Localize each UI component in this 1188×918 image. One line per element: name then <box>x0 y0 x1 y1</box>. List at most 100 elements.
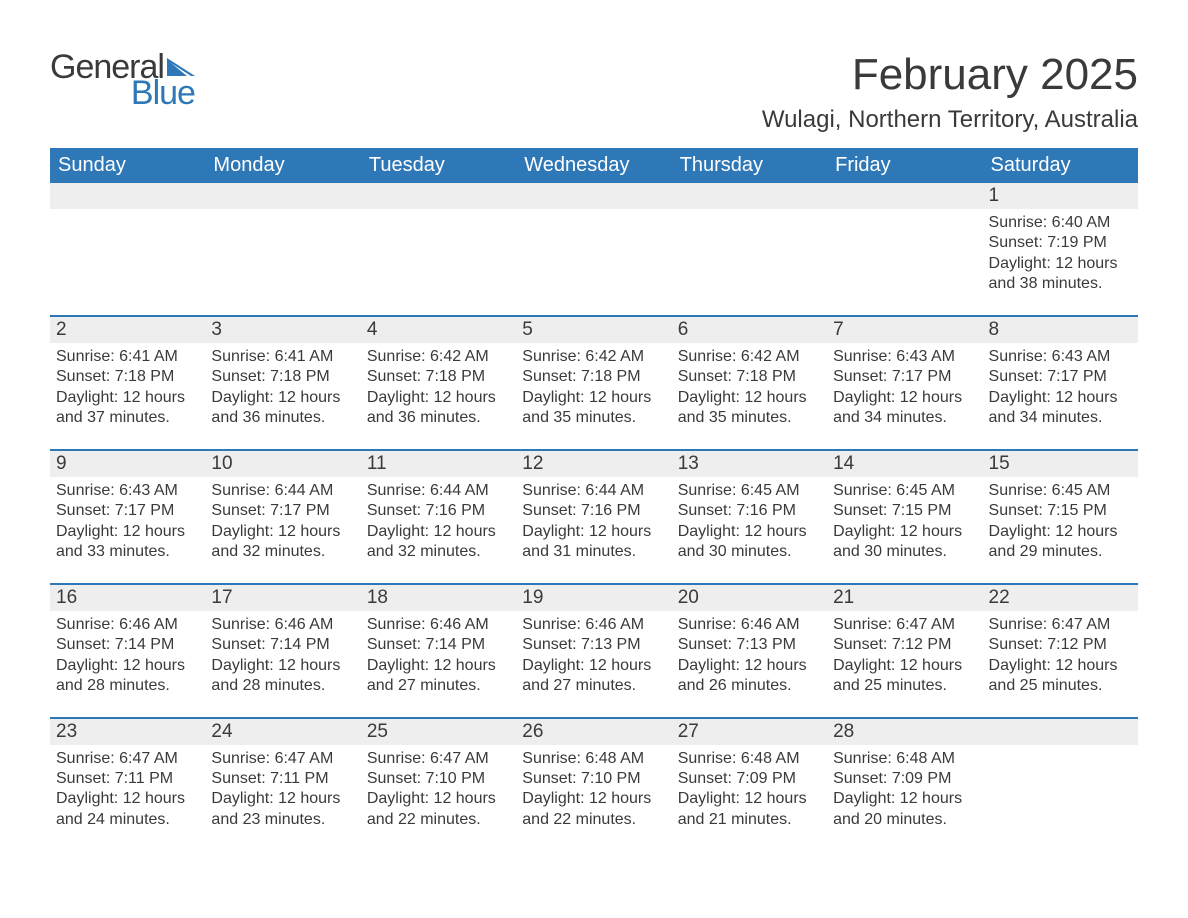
day-cell: 28Sunrise: 6:48 AMSunset: 7:09 PMDayligh… <box>827 719 982 833</box>
day-cell-empty <box>361 183 516 297</box>
daylight-line: Daylight: 12 hours and 32 minutes. <box>211 522 354 563</box>
daylight-line: Daylight: 12 hours and 21 minutes. <box>678 789 821 830</box>
daylight-line: Daylight: 12 hours and 32 minutes. <box>367 522 510 563</box>
day-cell-empty <box>827 183 982 297</box>
day-cell: 12Sunrise: 6:44 AMSunset: 7:16 PMDayligh… <box>516 451 671 565</box>
sunrise-line: Sunrise: 6:43 AM <box>833 347 976 367</box>
sunset-line: Sunset: 7:17 PM <box>989 367 1132 387</box>
sunset-line: Sunset: 7:13 PM <box>522 635 665 655</box>
week-row: 1Sunrise: 6:40 AMSunset: 7:19 PMDaylight… <box>50 183 1138 297</box>
day-number <box>827 183 982 209</box>
title-block: February 2025 Wulagi, Northern Territory… <box>762 50 1138 134</box>
sunrise-line: Sunrise: 6:42 AM <box>678 347 821 367</box>
day-number: 25 <box>361 719 516 745</box>
day-cell: 14Sunrise: 6:45 AMSunset: 7:15 PMDayligh… <box>827 451 982 565</box>
day-number <box>516 183 671 209</box>
day-cell: 15Sunrise: 6:45 AMSunset: 7:15 PMDayligh… <box>983 451 1138 565</box>
day-body: Sunrise: 6:45 AMSunset: 7:15 PMDaylight:… <box>827 477 982 565</box>
weeks-container: 1Sunrise: 6:40 AMSunset: 7:19 PMDaylight… <box>50 183 1138 832</box>
daylight-line: Daylight: 12 hours and 30 minutes. <box>833 522 976 563</box>
sunset-line: Sunset: 7:10 PM <box>522 769 665 789</box>
day-body: Sunrise: 6:43 AMSunset: 7:17 PMDaylight:… <box>827 343 982 431</box>
brand-word-blue: Blue <box>131 76 195 110</box>
day-number <box>205 183 360 209</box>
daylight-line: Daylight: 12 hours and 35 minutes. <box>522 388 665 429</box>
daylight-line: Daylight: 12 hours and 37 minutes. <box>56 388 199 429</box>
daylight-line: Daylight: 12 hours and 30 minutes. <box>678 522 821 563</box>
week-row: 9Sunrise: 6:43 AMSunset: 7:17 PMDaylight… <box>50 449 1138 565</box>
sunrise-line: Sunrise: 6:47 AM <box>989 615 1132 635</box>
day-body: Sunrise: 6:47 AMSunset: 7:11 PMDaylight:… <box>205 745 360 833</box>
sunrise-line: Sunrise: 6:48 AM <box>678 749 821 769</box>
daylight-line: Daylight: 12 hours and 34 minutes. <box>989 388 1132 429</box>
day-number: 22 <box>983 585 1138 611</box>
sunset-line: Sunset: 7:16 PM <box>522 501 665 521</box>
header-row: General Blue February 2025 Wulagi, North… <box>50 50 1138 134</box>
daylight-line: Daylight: 12 hours and 31 minutes. <box>522 522 665 563</box>
sunset-line: Sunset: 7:17 PM <box>56 501 199 521</box>
sunset-line: Sunset: 7:14 PM <box>367 635 510 655</box>
daylight-line: Daylight: 12 hours and 26 minutes. <box>678 656 821 697</box>
location-text: Wulagi, Northern Territory, Australia <box>762 106 1138 134</box>
sunrise-line: Sunrise: 6:46 AM <box>367 615 510 635</box>
sunrise-line: Sunrise: 6:41 AM <box>56 347 199 367</box>
sunset-line: Sunset: 7:15 PM <box>989 501 1132 521</box>
sunset-line: Sunset: 7:18 PM <box>367 367 510 387</box>
sunrise-line: Sunrise: 6:46 AM <box>56 615 199 635</box>
day-number: 4 <box>361 317 516 343</box>
day-cell: 16Sunrise: 6:46 AMSunset: 7:14 PMDayligh… <box>50 585 205 699</box>
day-number <box>983 719 1138 745</box>
daylight-line: Daylight: 12 hours and 36 minutes. <box>211 388 354 429</box>
day-number <box>672 183 827 209</box>
sunset-line: Sunset: 7:19 PM <box>989 233 1132 253</box>
day-number: 15 <box>983 451 1138 477</box>
day-number: 17 <box>205 585 360 611</box>
week-row: 2Sunrise: 6:41 AMSunset: 7:18 PMDaylight… <box>50 315 1138 431</box>
daylight-line: Daylight: 12 hours and 33 minutes. <box>56 522 199 563</box>
day-body: Sunrise: 6:47 AMSunset: 7:11 PMDaylight:… <box>50 745 205 833</box>
daylight-line: Daylight: 12 hours and 28 minutes. <box>211 656 354 697</box>
day-cell: 11Sunrise: 6:44 AMSunset: 7:16 PMDayligh… <box>361 451 516 565</box>
day-number: 10 <box>205 451 360 477</box>
weekday-header: Wednesday <box>516 148 671 183</box>
day-number: 23 <box>50 719 205 745</box>
daylight-line: Daylight: 12 hours and 22 minutes. <box>367 789 510 830</box>
sunset-line: Sunset: 7:16 PM <box>367 501 510 521</box>
weekday-header: Thursday <box>672 148 827 183</box>
page-title: February 2025 <box>762 50 1138 100</box>
sunrise-line: Sunrise: 6:48 AM <box>522 749 665 769</box>
sunset-line: Sunset: 7:10 PM <box>367 769 510 789</box>
daylight-line: Daylight: 12 hours and 22 minutes. <box>522 789 665 830</box>
day-body: Sunrise: 6:45 AMSunset: 7:16 PMDaylight:… <box>672 477 827 565</box>
day-cell: 19Sunrise: 6:46 AMSunset: 7:13 PMDayligh… <box>516 585 671 699</box>
calendar-grid: SundayMondayTuesdayWednesdayThursdayFrid… <box>50 148 1138 832</box>
day-cell: 10Sunrise: 6:44 AMSunset: 7:17 PMDayligh… <box>205 451 360 565</box>
day-cell-empty <box>672 183 827 297</box>
sunset-line: Sunset: 7:11 PM <box>211 769 354 789</box>
day-body: Sunrise: 6:42 AMSunset: 7:18 PMDaylight:… <box>516 343 671 431</box>
sunrise-line: Sunrise: 6:47 AM <box>833 615 976 635</box>
day-cell: 6Sunrise: 6:42 AMSunset: 7:18 PMDaylight… <box>672 317 827 431</box>
day-body: Sunrise: 6:45 AMSunset: 7:15 PMDaylight:… <box>983 477 1138 565</box>
day-cell-empty <box>983 719 1138 833</box>
daylight-line: Daylight: 12 hours and 34 minutes. <box>833 388 976 429</box>
day-cell-empty <box>50 183 205 297</box>
day-number: 26 <box>516 719 671 745</box>
day-cell: 24Sunrise: 6:47 AMSunset: 7:11 PMDayligh… <box>205 719 360 833</box>
day-number: 3 <box>205 317 360 343</box>
day-cell-empty <box>516 183 671 297</box>
day-number: 20 <box>672 585 827 611</box>
sunrise-line: Sunrise: 6:45 AM <box>833 481 976 501</box>
day-body: Sunrise: 6:41 AMSunset: 7:18 PMDaylight:… <box>50 343 205 431</box>
daylight-line: Daylight: 12 hours and 27 minutes. <box>367 656 510 697</box>
day-body: Sunrise: 6:46 AMSunset: 7:14 PMDaylight:… <box>361 611 516 699</box>
day-number <box>361 183 516 209</box>
day-body: Sunrise: 6:43 AMSunset: 7:17 PMDaylight:… <box>50 477 205 565</box>
sunrise-line: Sunrise: 6:44 AM <box>367 481 510 501</box>
sunset-line: Sunset: 7:18 PM <box>211 367 354 387</box>
sunset-line: Sunset: 7:14 PM <box>56 635 199 655</box>
sunset-line: Sunset: 7:13 PM <box>678 635 821 655</box>
day-body: Sunrise: 6:48 AMSunset: 7:09 PMDaylight:… <box>827 745 982 833</box>
day-number: 19 <box>516 585 671 611</box>
sunset-line: Sunset: 7:11 PM <box>56 769 199 789</box>
